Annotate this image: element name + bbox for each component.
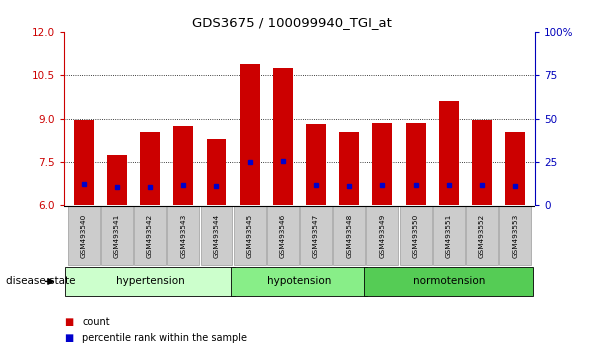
- Bar: [240, 64, 260, 205]
- FancyBboxPatch shape: [433, 206, 465, 265]
- FancyBboxPatch shape: [101, 206, 133, 265]
- Bar: [173, 126, 193, 205]
- Text: GDS3675 / 100099940_TGI_at: GDS3675 / 100099940_TGI_at: [192, 16, 392, 29]
- Bar: [107, 155, 127, 205]
- FancyBboxPatch shape: [499, 206, 531, 265]
- Text: GSM493549: GSM493549: [379, 213, 385, 258]
- Bar: [207, 139, 226, 205]
- Bar: [472, 120, 492, 205]
- Text: normotension: normotension: [413, 276, 485, 286]
- FancyBboxPatch shape: [466, 206, 498, 265]
- Text: hypertension: hypertension: [116, 276, 184, 286]
- Bar: [306, 124, 326, 205]
- Text: hypotension: hypotension: [268, 276, 331, 286]
- FancyBboxPatch shape: [267, 206, 299, 265]
- Text: GSM493546: GSM493546: [280, 213, 286, 258]
- Bar: [373, 123, 392, 205]
- Text: GSM493542: GSM493542: [147, 213, 153, 258]
- Text: GSM493552: GSM493552: [479, 213, 485, 258]
- Text: GSM493544: GSM493544: [213, 213, 219, 258]
- Text: percentile rank within the sample: percentile rank within the sample: [82, 333, 247, 343]
- FancyBboxPatch shape: [134, 206, 166, 265]
- Text: disease state: disease state: [6, 276, 75, 286]
- Text: GSM493541: GSM493541: [114, 213, 120, 258]
- Text: GSM493545: GSM493545: [247, 213, 253, 258]
- Bar: [406, 123, 426, 205]
- Text: GSM493553: GSM493553: [512, 213, 518, 258]
- Bar: [140, 132, 160, 205]
- Text: GSM493551: GSM493551: [446, 213, 452, 258]
- Bar: [273, 68, 293, 205]
- FancyBboxPatch shape: [167, 206, 199, 265]
- FancyBboxPatch shape: [233, 206, 266, 265]
- Text: GSM493540: GSM493540: [81, 213, 87, 258]
- FancyBboxPatch shape: [232, 267, 367, 296]
- Text: GSM493550: GSM493550: [413, 213, 418, 258]
- Text: GSM493547: GSM493547: [313, 213, 319, 258]
- Bar: [439, 101, 458, 205]
- Text: ■: ■: [64, 317, 73, 327]
- FancyBboxPatch shape: [364, 267, 533, 296]
- Bar: [505, 132, 525, 205]
- FancyBboxPatch shape: [201, 206, 232, 265]
- FancyBboxPatch shape: [300, 206, 332, 265]
- Bar: [74, 120, 94, 205]
- Text: GSM493543: GSM493543: [181, 213, 186, 258]
- Text: count: count: [82, 317, 109, 327]
- FancyBboxPatch shape: [68, 206, 100, 265]
- FancyBboxPatch shape: [399, 206, 432, 265]
- Bar: [339, 132, 359, 205]
- Text: GSM493548: GSM493548: [346, 213, 352, 258]
- FancyBboxPatch shape: [367, 206, 398, 265]
- Text: ■: ■: [64, 333, 73, 343]
- FancyBboxPatch shape: [333, 206, 365, 265]
- FancyBboxPatch shape: [66, 267, 235, 296]
